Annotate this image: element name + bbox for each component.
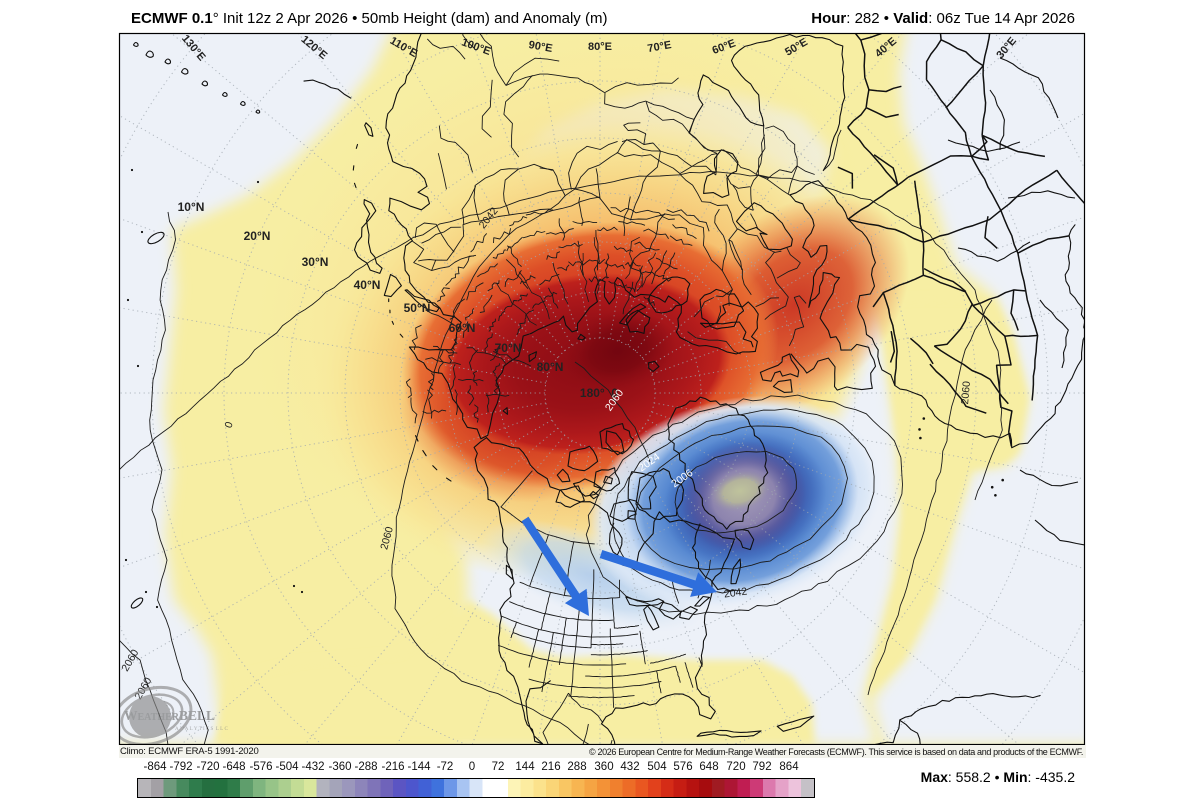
svg-text:20°N: 20°N bbox=[244, 229, 271, 243]
svg-text:60°N: 60°N bbox=[449, 321, 476, 335]
svg-text:70°N: 70°N bbox=[495, 341, 522, 355]
svg-text:90°E: 90°E bbox=[528, 39, 554, 55]
svg-text:WEATHERBELL: WEATHERBELL bbox=[124, 708, 215, 723]
svg-text:30°N: 30°N bbox=[302, 255, 329, 269]
svg-text:10°N: 10°N bbox=[178, 200, 205, 214]
svg-text:180° 0: 180° 0 bbox=[580, 386, 618, 400]
svg-text:2060: 2060 bbox=[959, 380, 973, 404]
svg-text:2042: 2042 bbox=[723, 585, 748, 600]
svg-text:70°E: 70°E bbox=[647, 39, 673, 55]
svg-text:80°N: 80°N bbox=[537, 360, 564, 374]
svg-text:40°N: 40°N bbox=[354, 278, 381, 292]
svg-text:80°E: 80°E bbox=[588, 41, 612, 53]
svg-text:A N A L Y T I C S L L C: A N A L Y T I C S L L C bbox=[175, 727, 228, 732]
svg-text:2060: 2060 bbox=[378, 525, 396, 551]
svg-text:0: 0 bbox=[223, 420, 236, 430]
svg-text:50°N: 50°N bbox=[404, 301, 431, 315]
